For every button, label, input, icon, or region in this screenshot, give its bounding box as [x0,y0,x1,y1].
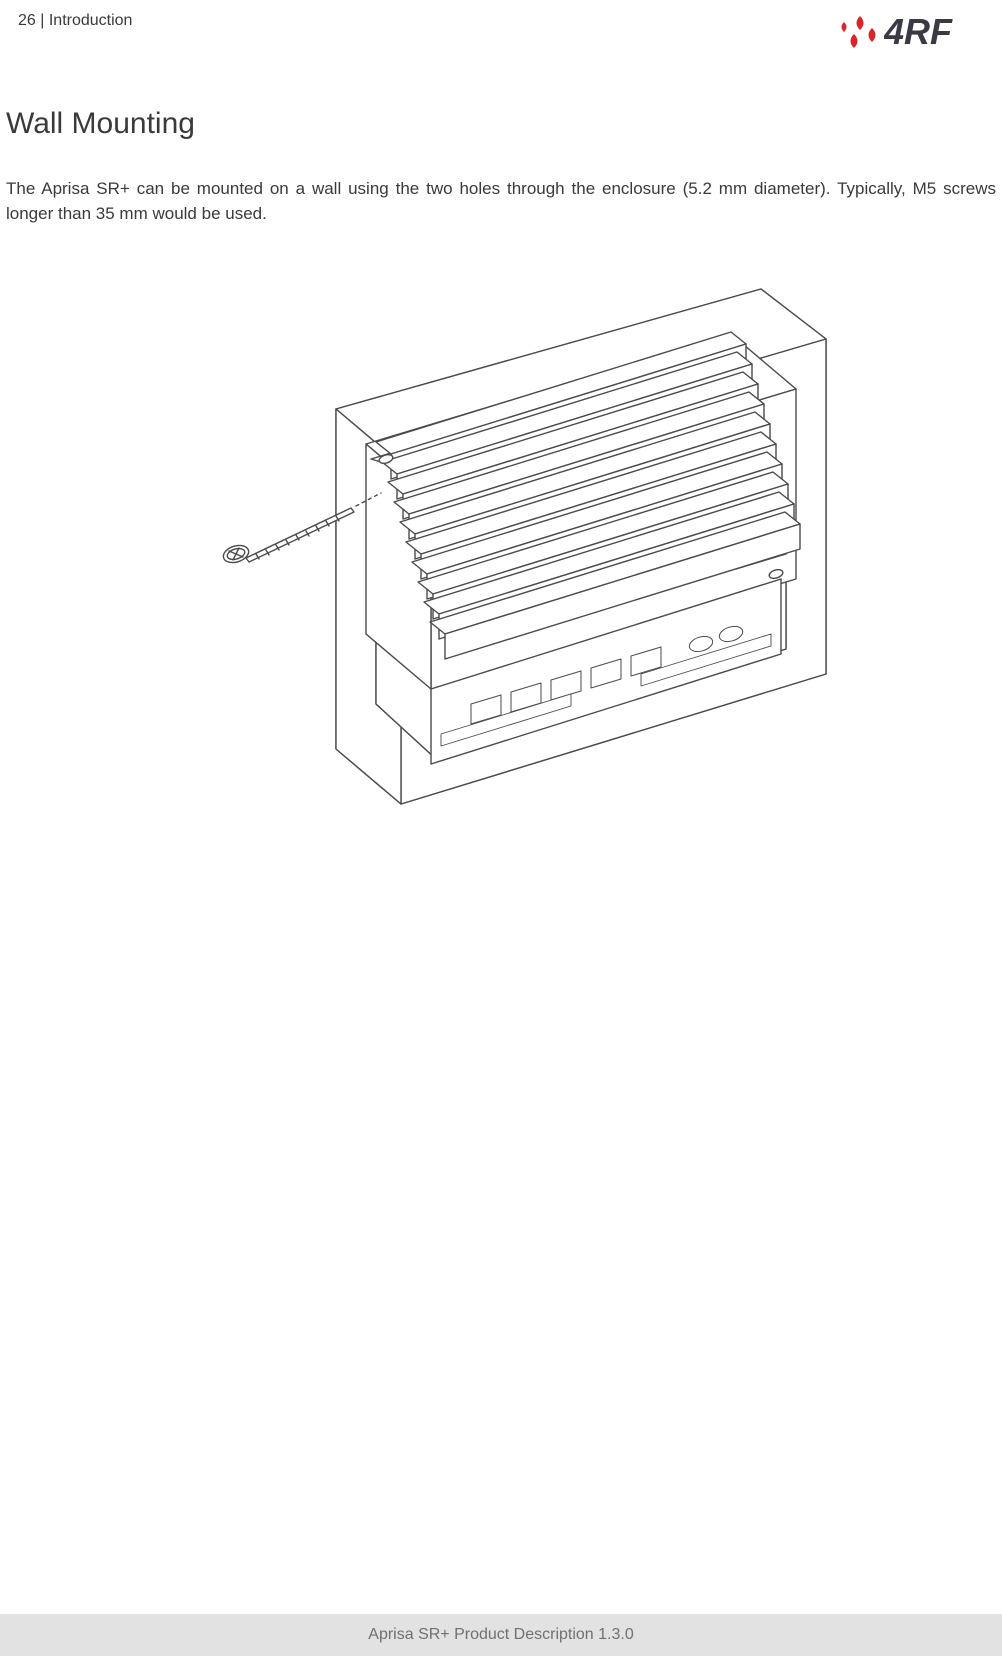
footer-text: Aprisa SR+ Product Description 1.3.0 [368,1626,633,1644]
body-paragraph: The Aprisa SR+ can be mounted on a wall … [6,177,996,226]
header-left: 26 | Introduction [18,12,132,30]
logo-text-icon: 4RF [884,12,984,52]
page-number: 26 [18,12,36,29]
svg-text:4RF: 4RF [884,12,953,52]
brand-logo: 4RF [838,12,984,52]
header-section: Introduction [49,12,133,29]
header-separator: | [36,12,49,29]
diagram-container [0,274,1002,869]
section-title: Wall Mounting [6,107,1002,141]
logo-mark-icon [838,14,880,50]
wall-mount-diagram [171,274,831,864]
page-header: 26 | Introduction 4RF [0,0,1002,52]
page-footer: Aprisa SR+ Product Description 1.3.0 [0,1614,1002,1656]
